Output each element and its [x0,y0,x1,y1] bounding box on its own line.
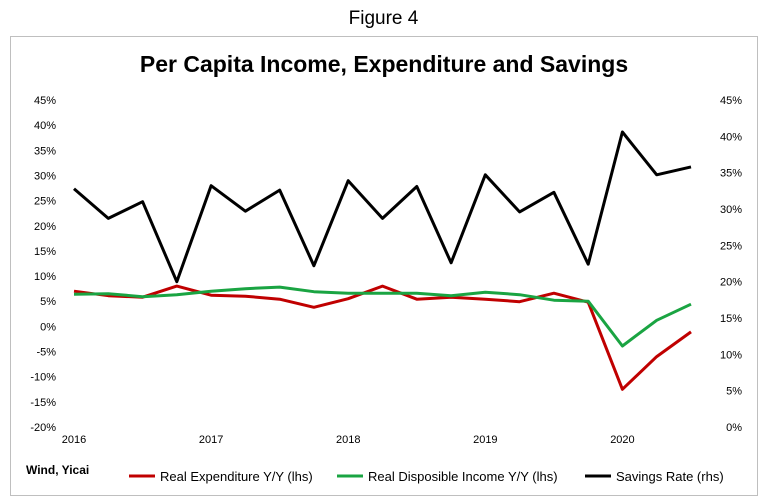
y-left-tick-label: 15% [34,246,56,258]
y-right-tick-label: 30% [720,204,742,216]
y-left-tick-label: 30% [34,170,56,182]
figure-label: Figure 4 [348,8,419,29]
x-tick-label: 2019 [473,434,497,446]
chart: Per Capita Income, Expenditure and Savin… [26,51,742,484]
y-right-tick-label: 20% [720,277,742,289]
y-left-tick-label: 0% [40,321,56,333]
y-left-tick-label: 20% [34,221,56,233]
series-layer [73,130,692,391]
y-left-tick-label: 45% [34,95,56,107]
y-left-tick-label: -15% [30,397,56,409]
y-left-tick-label: 25% [34,196,56,208]
y-right-tick-label: 35% [720,168,742,180]
y-left-tick-label: 35% [34,145,56,157]
y-right-tick-label: 45% [720,95,742,107]
x-tick-label: 2017 [199,434,223,446]
y-left-tick-label: 10% [34,271,56,283]
legend-item-income: Real Disposible Income Y/Y (lhs) [337,469,558,484]
right-axis: 0% 5% 10% 15% 20% 25% 30% 35% 40% 45% [720,95,742,434]
chart-frame: Per Capita Income, Expenditure and Savin… [10,36,758,496]
series-line-savings-rate [73,130,692,284]
series-line-income [73,285,692,348]
y-left-tick-label: -20% [30,422,56,434]
x-tick-label: 2020 [610,434,634,446]
legend-label: Real Disposible Income Y/Y (lhs) [368,469,558,484]
x-tick-label: 2018 [336,434,360,446]
y-right-tick-label: 40% [720,131,742,143]
y-left-tick-label: 40% [34,120,56,132]
series-line-expenditure [73,284,692,391]
legend-item-expenditure: Real Expenditure Y/Y (lhs) [129,469,313,484]
legend-label: Savings Rate (rhs) [616,469,724,484]
left-axis: -20% -15% -10% -5% 0% 5% 10% 15% 20% 25% 30% 35% 40%… [30,95,56,434]
y-right-tick-label: 5% [726,386,742,398]
legend-item-savings: Savings Rate (rhs) [585,469,724,484]
y-right-tick-label: 0% [726,422,742,434]
y-left-tick-label: -5% [36,347,56,359]
source-note: Wind, Yicai [26,463,89,477]
legend-label: Real Expenditure Y/Y (lhs) [160,469,313,484]
x-axis: 2016 2017 2018 2019 2020 [62,434,635,446]
legend: Real Expenditure Y/Y (lhs) Real Disposib… [129,469,724,484]
y-left-tick-label: -10% [30,372,56,384]
chart-title: Per Capita Income, Expenditure and Savin… [140,51,628,77]
y-right-tick-label: 10% [720,349,742,361]
x-tick-label: 2016 [62,434,86,446]
y-right-tick-label: 25% [720,240,742,252]
y-right-tick-label: 15% [720,313,742,325]
y-left-tick-label: 5% [40,296,56,308]
